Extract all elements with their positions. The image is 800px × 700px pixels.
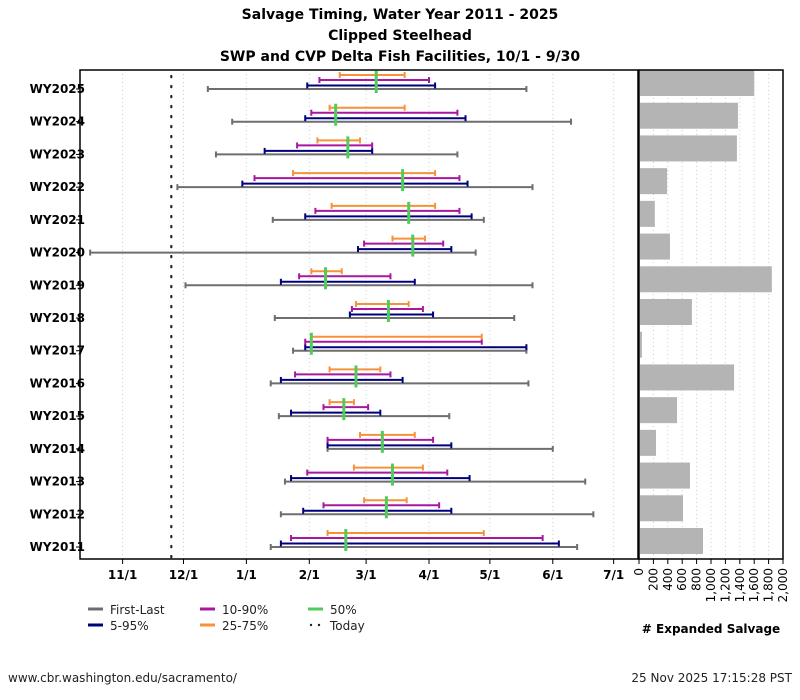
x-tick-label: 12/1 bbox=[169, 568, 198, 582]
row-label: WY2013 bbox=[30, 475, 85, 489]
x-tick-label: 2/1 bbox=[299, 568, 320, 582]
legend-today-dot bbox=[309, 623, 313, 627]
salvage-tick-label: 2,000 bbox=[776, 568, 790, 602]
row-label: WY2023 bbox=[30, 147, 85, 161]
row-label: WY2022 bbox=[30, 180, 85, 194]
salvage-tick-label: 1,400 bbox=[733, 568, 747, 602]
row-label: WY2012 bbox=[30, 507, 85, 521]
salvage-axis-label: # Expanded Salvage bbox=[642, 622, 780, 636]
salvage-bar bbox=[640, 168, 668, 195]
salvage-bar bbox=[640, 364, 735, 391]
salvage-tick-label: 600 bbox=[675, 568, 689, 591]
salvage-tick-label: 1,200 bbox=[718, 568, 732, 602]
salvage-tick-label: 800 bbox=[690, 568, 704, 591]
chart-title-line-3: SWP and CVP Delta Fish Facilities, 10/1 … bbox=[219, 49, 581, 65]
legend-label: 50% bbox=[330, 603, 357, 617]
salvage-bar bbox=[640, 495, 683, 522]
salvage-bar bbox=[640, 397, 678, 424]
legend-label: 5-95% bbox=[110, 619, 149, 633]
row-label: WY2024 bbox=[30, 115, 85, 129]
x-tick-label: 4/1 bbox=[418, 568, 439, 582]
x-tick-label: 3/1 bbox=[356, 568, 377, 582]
legend-label: 10-90% bbox=[222, 603, 268, 617]
salvage-tick-label: 400 bbox=[661, 568, 675, 591]
salvage-bar bbox=[640, 233, 670, 260]
x-tick-label: 6/1 bbox=[542, 568, 563, 582]
row-label: WY2019 bbox=[30, 278, 85, 292]
salvage-tick-label: 1,600 bbox=[747, 568, 761, 602]
row-label: WY2020 bbox=[30, 246, 85, 260]
salvage-bar bbox=[640, 528, 704, 554]
salvage-bar bbox=[640, 266, 772, 293]
row-label: WY2016 bbox=[30, 376, 85, 390]
salvage-bar bbox=[640, 299, 692, 325]
salvage-bar bbox=[640, 70, 755, 96]
legend-label: Today bbox=[329, 619, 365, 633]
salvage-bar bbox=[640, 102, 738, 129]
footer-timestamp: 25 Nov 2025 17:15:28 PST bbox=[631, 671, 792, 685]
x-tick-label: 11/1 bbox=[108, 568, 137, 582]
x-tick-label: 1/1 bbox=[236, 568, 257, 582]
row-label: WY2015 bbox=[30, 409, 85, 423]
plot-frame bbox=[79, 69, 639, 560]
legend-label: First-Last bbox=[110, 603, 165, 617]
x-tick-label: 5/1 bbox=[479, 568, 500, 582]
salvage-tick-label: 1,000 bbox=[704, 568, 718, 602]
row-label: WY2017 bbox=[30, 344, 85, 358]
salvage-bar bbox=[640, 331, 642, 358]
footer-url[interactable]: www.cbr.washington.edu/sacramento/ bbox=[8, 671, 237, 685]
chart-title-line-1: Salvage Timing, Water Year 2011 - 2025 bbox=[241, 7, 559, 23]
row-label: WY2018 bbox=[30, 311, 85, 325]
salvage-bar bbox=[640, 429, 656, 456]
salvage-bar bbox=[640, 462, 690, 489]
chart-title-line-2: Clipped Steelhead bbox=[328, 28, 472, 44]
row-label: WY2021 bbox=[30, 213, 85, 227]
salvage-tick-label: 1,800 bbox=[762, 568, 776, 602]
legend-label: 25-75% bbox=[222, 619, 268, 633]
x-tick-label: 7/1 bbox=[603, 568, 624, 582]
row-label: WY2025 bbox=[30, 82, 85, 96]
salvage-tick-label: 200 bbox=[646, 568, 660, 591]
salvage-bar bbox=[640, 135, 737, 162]
legend-today-dot bbox=[317, 623, 321, 627]
row-label: WY2014 bbox=[30, 442, 85, 456]
salvage-frame bbox=[638, 69, 784, 560]
salvage-bar bbox=[640, 200, 655, 227]
salvage-tick-label: 0 bbox=[632, 568, 646, 576]
row-label: WY2011 bbox=[30, 540, 85, 554]
